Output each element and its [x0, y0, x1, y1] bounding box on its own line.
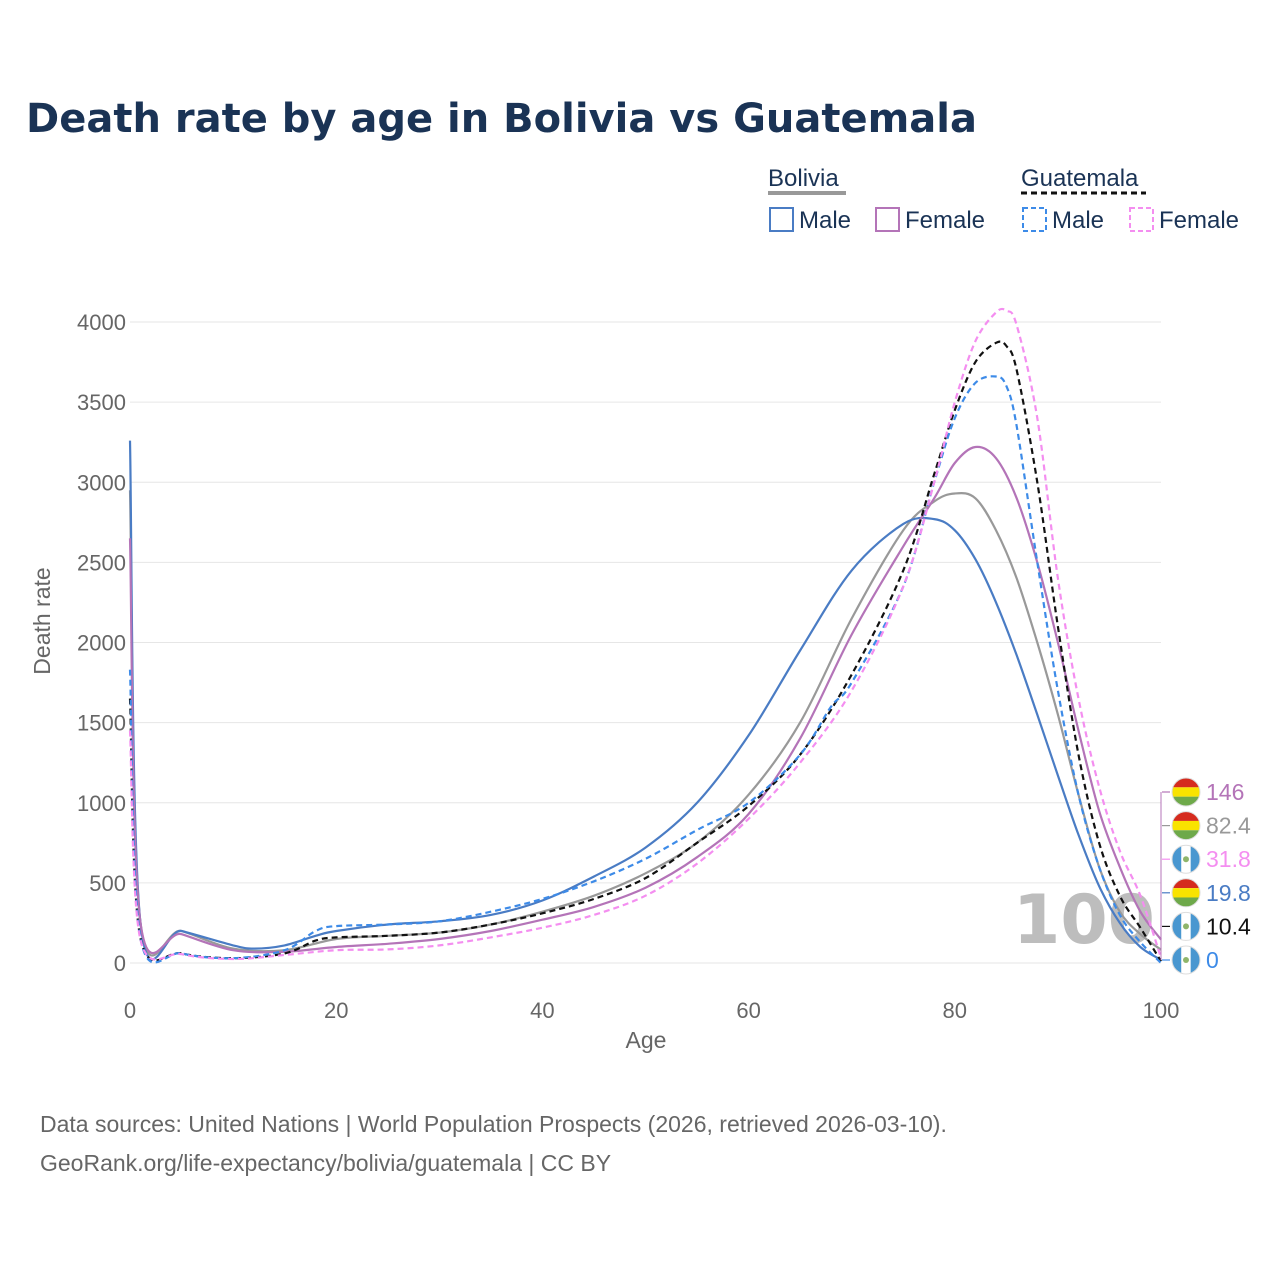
- y-tick-label-3500: 3500: [77, 390, 126, 415]
- legend-item-guatemala-female[interactable]: Female: [1129, 207, 1239, 234]
- x-tick-label-0: 0: [124, 998, 136, 1023]
- source-line-2: GeoRank.org/life-expectancy/bolivia/guat…: [40, 1150, 611, 1176]
- legend-label-guatemala-female: Female: [1159, 207, 1239, 234]
- x-tick-label-20: 20: [324, 998, 348, 1023]
- series-lines: [128, 307, 1163, 964]
- y-tick-label-1500: 1500: [77, 711, 126, 736]
- series-line-guatemala-male: [128, 375, 1162, 964]
- legend-group-guatemala: Guatemala: [1021, 165, 1139, 192]
- end-label-value: 19.8: [1206, 880, 1251, 906]
- flag-bolivia-icon: [1171, 811, 1201, 841]
- x-tick-label-60: 60: [736, 998, 760, 1023]
- end-label-value: 10.4: [1206, 913, 1251, 939]
- end-labels: 146 82.4 31.8 19.8 10.4 0: [1160, 777, 1251, 975]
- source-line-1: Data sources: United Nations | World Pop…: [40, 1111, 947, 1137]
- legend-group-bolivia: Bolivia: [768, 165, 839, 192]
- legend-label-guatemala-male: Male: [1052, 207, 1104, 234]
- legend-swatch-bolivia-male: [769, 207, 794, 232]
- age-watermark: 100: [1013, 881, 1155, 960]
- y-tick-label-500: 500: [89, 871, 126, 896]
- series-line-bolivia-male: [128, 440, 1162, 961]
- end-label-value: 146: [1206, 779, 1244, 805]
- x-axis-label: Age: [626, 1027, 667, 1053]
- x-tick-label-40: 40: [530, 998, 554, 1023]
- end-label-value: 0: [1206, 947, 1219, 973]
- legend-item-guatemala-male[interactable]: Male: [1022, 207, 1104, 234]
- y-tick-label-0: 0: [114, 951, 126, 976]
- series-line-guatemala-total: [128, 340, 1162, 962]
- chart-title: Death rate by age in Bolivia vs Guatemal…: [26, 96, 977, 142]
- flag-guatemala-icon: [1171, 945, 1201, 975]
- legend: Bolivia Guatemala Male Female Male Femal…: [768, 165, 1239, 234]
- y-tick-label-4000: 4000: [77, 310, 126, 335]
- flag-guatemala-icon: [1171, 844, 1201, 874]
- gridlines: [130, 321, 1161, 964]
- legend-swatch-guatemala-female: [1129, 207, 1154, 232]
- y-tick-label-2000: 2000: [77, 631, 126, 656]
- series-line-guatemala-female: [128, 307, 1163, 961]
- end-label-value: 82.4: [1206, 813, 1251, 839]
- legend-swatch-guatemala-male: [1022, 207, 1047, 232]
- flag-bolivia-icon: [1171, 878, 1201, 908]
- y-tick-label-2500: 2500: [77, 550, 126, 575]
- flag-guatemala-icon: [1171, 911, 1201, 941]
- legend-item-bolivia-female[interactable]: Female: [875, 207, 985, 234]
- flag-bolivia-icon: [1171, 777, 1201, 807]
- legend-label-bolivia-male: Male: [799, 207, 851, 234]
- y-tick-label-1000: 1000: [77, 791, 126, 816]
- x-tick-label-100: 100: [1143, 998, 1180, 1023]
- legend-swatch-bolivia-female: [875, 207, 900, 232]
- legend-label-bolivia-female: Female: [905, 207, 985, 234]
- y-tick-label-3000: 3000: [77, 470, 126, 495]
- end-label-value: 31.8: [1206, 846, 1251, 872]
- y-axis-label: Death rate: [29, 567, 55, 674]
- y-axis-ticks: 0 500 1000 1500 2000 2500 3000 3500 4000: [77, 310, 126, 976]
- x-axis-ticks: 0 20 40 60 80 100: [124, 998, 1179, 1023]
- legend-item-bolivia-male[interactable]: Male: [769, 207, 851, 234]
- series-line-bolivia-female: [128, 445, 1162, 954]
- x-tick-label-80: 80: [943, 998, 967, 1023]
